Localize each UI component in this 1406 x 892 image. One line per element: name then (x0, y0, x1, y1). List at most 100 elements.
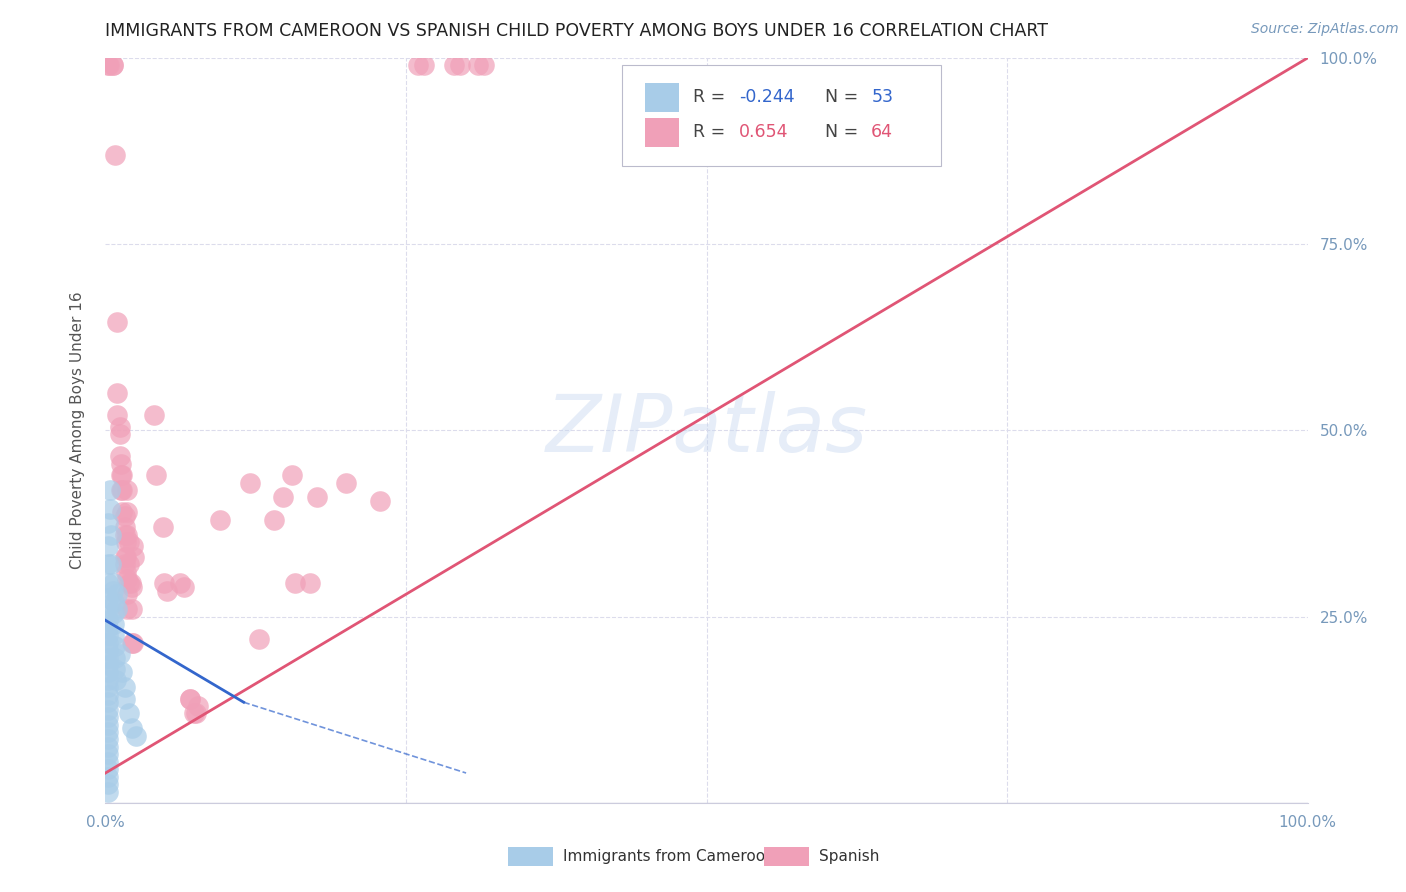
Point (107, 409, 129, 423)
Point (107, 602, 129, 616)
Point (97, 516, 120, 531)
Point (103, 606, 125, 620)
Point (115, 549, 138, 564)
Point (97, 762, 120, 776)
Point (97, 755, 120, 769)
Text: Immigrants from Cameroon: Immigrants from Cameroon (562, 849, 775, 864)
Point (118, 706, 141, 721)
Point (153, 576, 176, 591)
Text: Source: ZipAtlas.com: Source: ZipAtlas.com (1251, 22, 1399, 37)
Point (443, 58, 465, 72)
Point (100, 527, 122, 541)
Point (114, 681, 136, 695)
Point (105, 673, 128, 687)
Point (97, 658, 120, 673)
Point (97, 643, 120, 657)
Text: N =: N = (814, 123, 863, 142)
Point (108, 450, 131, 464)
Point (122, 539, 145, 553)
Point (115, 587, 138, 601)
Point (97, 777, 120, 791)
Point (152, 520, 174, 534)
Point (121, 602, 143, 616)
Text: R =: R = (693, 123, 731, 142)
Point (97, 650, 120, 665)
Point (114, 527, 136, 541)
Text: -0.244: -0.244 (740, 88, 794, 106)
Point (97, 635, 120, 649)
Text: ZIPatlas: ZIPatlas (546, 392, 868, 469)
Point (115, 573, 138, 587)
Point (115, 602, 138, 616)
Point (97, 688, 120, 702)
Point (114, 691, 136, 706)
Point (472, 58, 495, 72)
Point (124, 549, 146, 564)
Point (118, 558, 141, 572)
Point (145, 468, 167, 483)
Point (467, 58, 489, 72)
Point (115, 535, 138, 549)
Text: Spanish: Spanish (818, 849, 879, 864)
Point (101, 583, 124, 598)
Point (103, 617, 125, 632)
Point (110, 457, 132, 471)
FancyBboxPatch shape (623, 65, 941, 166)
Point (100, 558, 122, 572)
Point (97, 628, 120, 642)
Point (97, 695, 120, 709)
Point (122, 635, 145, 649)
Point (111, 505, 134, 519)
Point (104, 640, 127, 654)
Text: 0.654: 0.654 (740, 123, 789, 142)
Point (101, 576, 124, 591)
Point (142, 409, 165, 423)
Point (97, 681, 120, 695)
Point (98, 58, 121, 72)
Point (97, 58, 120, 72)
Point (111, 665, 134, 680)
Point (239, 475, 262, 490)
Point (103, 628, 125, 642)
Point (413, 58, 436, 72)
Y-axis label: Child Poverty Among Boys Under 16: Child Poverty Among Boys Under 16 (70, 292, 84, 569)
Point (103, 595, 125, 609)
Point (108, 427, 131, 442)
Point (108, 419, 131, 434)
Point (114, 509, 136, 524)
Point (97, 784, 120, 798)
Point (118, 576, 141, 591)
Point (107, 386, 129, 401)
Point (273, 491, 295, 505)
Text: 53: 53 (872, 88, 893, 106)
Point (98, 501, 121, 516)
Point (335, 475, 357, 490)
Point (263, 513, 285, 527)
Point (97, 558, 120, 572)
Point (115, 505, 138, 519)
Point (183, 706, 205, 721)
Point (115, 483, 138, 497)
Point (97, 539, 120, 553)
Point (97, 621, 120, 635)
Point (120, 576, 142, 591)
Point (97, 739, 120, 754)
Point (118, 535, 141, 549)
Point (184, 706, 207, 721)
Point (187, 698, 209, 713)
Point (121, 721, 143, 735)
Point (97, 591, 120, 605)
Bar (645, 83, 679, 112)
Point (111, 483, 134, 497)
Point (97, 710, 120, 724)
Text: N =: N = (814, 88, 863, 106)
Point (111, 468, 134, 483)
Point (121, 635, 143, 649)
Point (284, 576, 307, 591)
Text: R =: R = (693, 88, 731, 106)
Point (97, 703, 120, 717)
Text: IMMIGRANTS FROM CAMEROON VS SPANISH CHILD POVERTY AMONG BOYS UNDER 16 CORRELATIO: IMMIGRANTS FROM CAMEROON VS SPANISH CHIL… (105, 22, 1049, 40)
Point (97, 770, 120, 784)
Point (110, 483, 132, 497)
Point (305, 491, 328, 505)
